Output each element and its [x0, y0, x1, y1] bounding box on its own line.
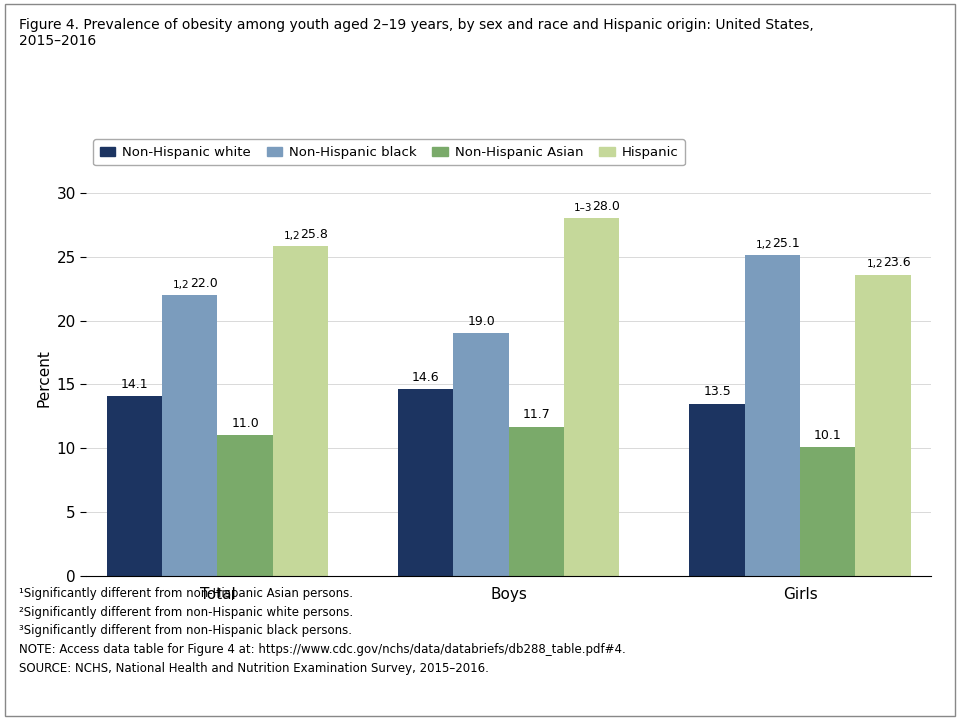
- Bar: [509, 426, 564, 576]
- Text: ¹Significantly different from non-Hispanic Asian persons.: ¹Significantly different from non-Hispan…: [19, 587, 353, 600]
- Text: 13.5: 13.5: [704, 385, 731, 398]
- Text: 10.1: 10.1: [814, 429, 842, 442]
- Text: 19.0: 19.0: [468, 315, 495, 328]
- Bar: [745, 256, 800, 576]
- Text: NOTE: Access data table for Figure 4 at: https://www.cdc.gov/nchs/data/databrief: NOTE: Access data table for Figure 4 at:…: [19, 643, 626, 656]
- Bar: [107, 396, 162, 576]
- Text: 22.0: 22.0: [190, 277, 218, 290]
- Text: 14.1: 14.1: [121, 378, 148, 391]
- Text: 11.0: 11.0: [231, 418, 259, 431]
- Text: 14.6: 14.6: [412, 372, 440, 384]
- Text: 25.1: 25.1: [773, 238, 801, 251]
- Text: Figure 4. Prevalence of obesity among youth aged 2–19 years, by sex and race and: Figure 4. Prevalence of obesity among yo…: [19, 18, 814, 48]
- Bar: [855, 274, 911, 576]
- Text: 1,2: 1,2: [173, 280, 190, 290]
- Bar: [218, 436, 273, 576]
- Text: 1,2: 1,2: [867, 259, 883, 269]
- Text: 11.7: 11.7: [522, 408, 550, 421]
- Bar: [689, 403, 745, 576]
- Legend: Non-Hispanic white, Non-Hispanic black, Non-Hispanic Asian, Hispanic: Non-Hispanic white, Non-Hispanic black, …: [93, 139, 685, 166]
- Bar: [800, 447, 855, 576]
- Text: SOURCE: NCHS, National Health and Nutrition Examination Survey, 2015–2016.: SOURCE: NCHS, National Health and Nutrit…: [19, 662, 489, 675]
- Y-axis label: Percent: Percent: [36, 349, 51, 407]
- Bar: [564, 218, 619, 576]
- Bar: [453, 333, 509, 576]
- Bar: [273, 246, 328, 576]
- Text: 25.8: 25.8: [300, 228, 328, 241]
- Text: 28.0: 28.0: [591, 200, 620, 213]
- Bar: [398, 390, 453, 576]
- Text: ³Significantly different from non-Hispanic black persons.: ³Significantly different from non-Hispan…: [19, 624, 352, 637]
- Text: ²Significantly different from non-Hispanic white persons.: ²Significantly different from non-Hispan…: [19, 606, 353, 618]
- Bar: [162, 295, 218, 576]
- Text: 1,2: 1,2: [756, 240, 773, 251]
- Text: 1,2: 1,2: [284, 231, 300, 241]
- Text: 23.6: 23.6: [883, 256, 911, 269]
- Text: 1–3: 1–3: [573, 203, 591, 213]
